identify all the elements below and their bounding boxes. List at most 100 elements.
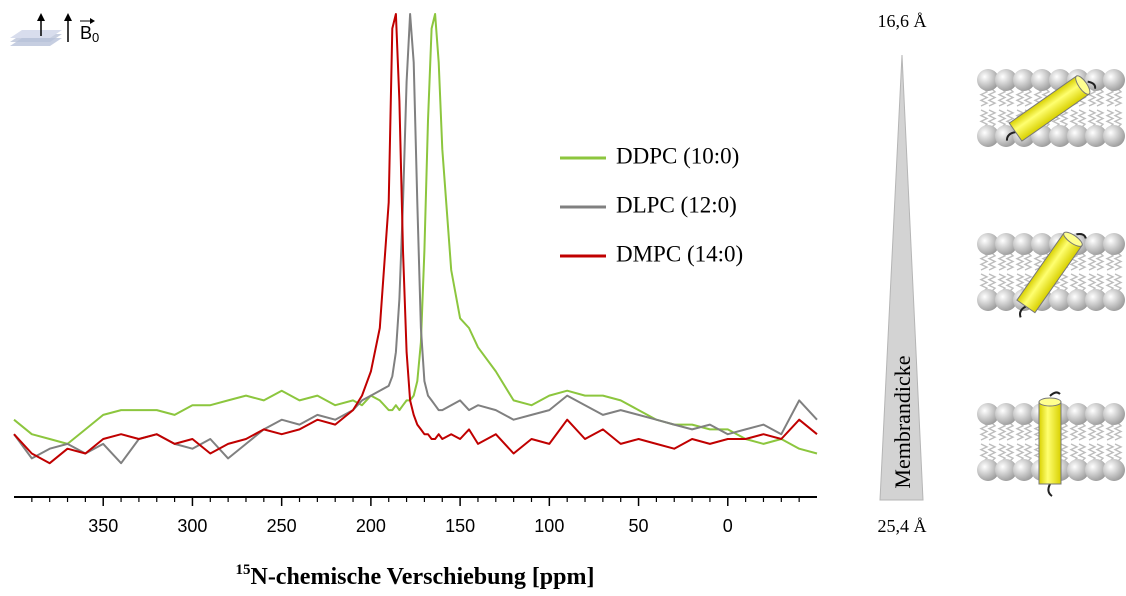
lipid-tail — [1113, 88, 1123, 107]
lipid-tail — [1095, 109, 1105, 128]
helix-loop — [1049, 391, 1061, 397]
lipid-tail — [1015, 443, 1025, 462]
lipid-head — [995, 69, 1017, 91]
lipid-tail — [1059, 422, 1069, 441]
lipid-head — [1103, 233, 1125, 255]
lipid-head — [1049, 125, 1071, 147]
lipid-tail — [1023, 422, 1033, 441]
lipid-head — [1085, 233, 1107, 255]
lipid-tail — [997, 252, 1007, 271]
x-tick-label: 200 — [356, 516, 386, 536]
lipid-head — [995, 289, 1017, 311]
bottom-label: 25,4 Å — [878, 516, 927, 536]
lipid-head — [1049, 289, 1071, 311]
field-icon: B0 — [10, 13, 99, 46]
lipid-tail — [979, 252, 989, 271]
helix — [1038, 391, 1062, 497]
lipid-head — [1031, 233, 1053, 255]
x-axis-title-superscript: 15 — [235, 562, 250, 578]
helix-cap — [1063, 231, 1083, 247]
legend-label: DDPC (10:0) — [616, 143, 739, 168]
lipid-tail — [1087, 109, 1097, 128]
lipid-tail — [987, 109, 997, 128]
lipid-tail — [1015, 252, 1025, 271]
field-label-text: B — [80, 23, 92, 43]
lipid-tail — [997, 422, 1007, 441]
lipid-head — [977, 403, 999, 425]
lipid-tail — [1069, 422, 1079, 441]
spectrum-line — [13, 13, 818, 455]
helix-cap — [1075, 75, 1091, 95]
x-axis-title-text: N-chemische Verschiebung [ppm] — [250, 564, 594, 590]
lipid-head — [977, 289, 999, 311]
helix — [1016, 231, 1087, 318]
lipid-tail — [1069, 443, 1079, 462]
lipid-tail — [1113, 443, 1123, 462]
lipid-tail — [1023, 443, 1033, 462]
lipid-tail — [979, 109, 989, 128]
lipid-tail — [1087, 273, 1097, 292]
lipid-tail — [1005, 422, 1015, 441]
lipid-tail — [1023, 252, 1033, 271]
lipid-tail — [987, 273, 997, 292]
lipid-tail — [1087, 422, 1097, 441]
spectrum-line — [13, 13, 818, 465]
lipid-head — [1031, 69, 1053, 91]
lipid-tail — [987, 252, 997, 271]
top-label: 16,6 Å — [878, 11, 927, 31]
lipid-tail — [1015, 422, 1025, 441]
lipid-tail — [987, 422, 997, 441]
thickness-scale: 16,6 Å 25,4 Å Membrandicke — [878, 11, 927, 536]
lipid-tail — [979, 443, 989, 462]
thickness-label: Membrandicke — [890, 355, 915, 488]
helix-loop — [1047, 483, 1053, 497]
lipid-tail — [1077, 273, 1087, 292]
lipid-tail — [997, 443, 1007, 462]
x-axis-title: 15N-chemische Verschiebung [ppm] — [235, 562, 594, 589]
lipid-tail — [1095, 443, 1105, 462]
lipid-head — [1067, 403, 1089, 425]
lipid-tail — [987, 88, 997, 107]
lipid-tail — [1113, 422, 1123, 441]
lipid-tail — [997, 88, 1007, 107]
lipid-head — [1085, 289, 1107, 311]
lipid-tail — [1095, 88, 1105, 107]
lipid-head — [977, 69, 999, 91]
lipid-tail — [1069, 252, 1079, 271]
lipid-head — [977, 125, 999, 147]
lipid-tail — [1105, 109, 1115, 128]
lipid-tail — [1005, 273, 1015, 292]
lipid-tail — [1095, 422, 1105, 441]
lipid-tail — [1105, 88, 1115, 107]
lipid-tail — [1105, 252, 1115, 271]
lipid-head — [995, 233, 1017, 255]
lipid-head — [1103, 459, 1125, 481]
lipid-tail — [1113, 109, 1123, 128]
lipid-tail — [1077, 252, 1087, 271]
lipid-tail — [987, 443, 997, 462]
lipid-tail — [1077, 109, 1087, 128]
lipid-head — [1103, 69, 1125, 91]
lipid-tail — [1023, 88, 1033, 107]
lipid-tail — [979, 422, 989, 441]
lipid-head — [1067, 459, 1089, 481]
lipid-tail — [1059, 443, 1069, 462]
lipid-tail — [1113, 252, 1123, 271]
lipid-tail — [1069, 109, 1079, 128]
lipid-tail — [997, 273, 1007, 292]
lipid-tail — [1087, 443, 1097, 462]
lipid-tail — [1105, 443, 1115, 462]
lipid-head — [1085, 459, 1107, 481]
helix-cap — [1038, 397, 1062, 407]
lipid-tail — [1087, 88, 1097, 107]
lipid-tail — [979, 88, 989, 107]
x-tick-label: 0 — [723, 516, 733, 536]
helix-loop — [1019, 305, 1027, 318]
lipid-head — [995, 459, 1017, 481]
helix-loop — [1005, 131, 1016, 141]
lipid-tail — [1095, 273, 1105, 292]
lipid-head — [995, 403, 1017, 425]
lipid-tail — [979, 273, 989, 292]
